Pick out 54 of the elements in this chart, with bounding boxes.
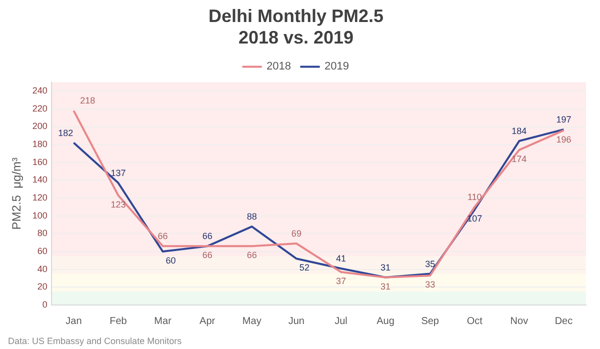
x-tick-label: Mar [154,316,172,327]
data-label: 197 [556,114,572,124]
y-tick-label: 240 [32,86,48,96]
y-axis-title: PM2.5 μg/m³ [10,157,24,230]
y-tick-label: 60 [37,246,48,256]
data-label: 66 [158,231,168,242]
y-tick-label: 100 [32,210,48,220]
data-label: 196 [556,134,572,144]
data-label: 33 [425,280,436,290]
x-tick-label: Sep [421,316,440,327]
data-label: 174 [512,154,527,164]
legend-label: 2018 [266,60,292,73]
x-tick-label: Feb [110,316,128,327]
legend-label: 2019 [324,60,349,73]
x-tick-label: Aug [376,316,394,327]
data-label: 31 [380,281,391,292]
y-tick-label: 120 [32,192,48,203]
data-label: 123 [110,199,126,210]
data-label: 31 [380,262,391,272]
x-tick-label: Nov [510,316,528,327]
data-label: 37 [336,276,346,286]
y-tick-label: 140 [32,174,48,185]
data-label: 66 [202,250,212,260]
data-label: 218 [80,96,96,106]
data-label: 184 [512,126,527,136]
text: Data: US Embassy and Consulate Monitors [8,336,182,346]
x-tick-label: May [242,316,262,327]
y-tick-label: 40 [37,264,48,274]
data-label: 66 [202,231,212,242]
data-label: 137 [110,168,126,178]
data-label: 182 [58,128,74,138]
x-tick-label: Oct [466,316,483,327]
x-tick-label: Jan [66,316,82,327]
chart-subtitle: 2018 vs. 2019 [238,27,354,48]
data-label: 35 [425,258,436,269]
y-tick-label: 220 [32,103,48,114]
x-tick-label: Dec [554,316,573,327]
data-label: 52 [299,262,310,273]
data-label: 41 [336,253,346,264]
x-tick-label: Apr [200,316,216,327]
x-tick-label: Jun [288,316,304,327]
y-tick-label: 180 [32,139,48,150]
data-label: 60 [166,256,176,266]
data-label: 66 [246,250,257,260]
x-tick-label: Jul [334,316,348,327]
y-tick-label: 80 [37,228,48,238]
y-tick-label: 200 [32,121,48,132]
y-tick-label: 0 [42,299,48,310]
data-label: 69 [291,228,302,238]
y-tick-label: 20 [37,282,48,292]
y-tick-label: 160 [32,156,48,167]
data-label: 110 [467,192,482,202]
data-label: 88 [246,212,257,222]
chart-title: Delhi Monthly PM2.5 [208,6,384,26]
